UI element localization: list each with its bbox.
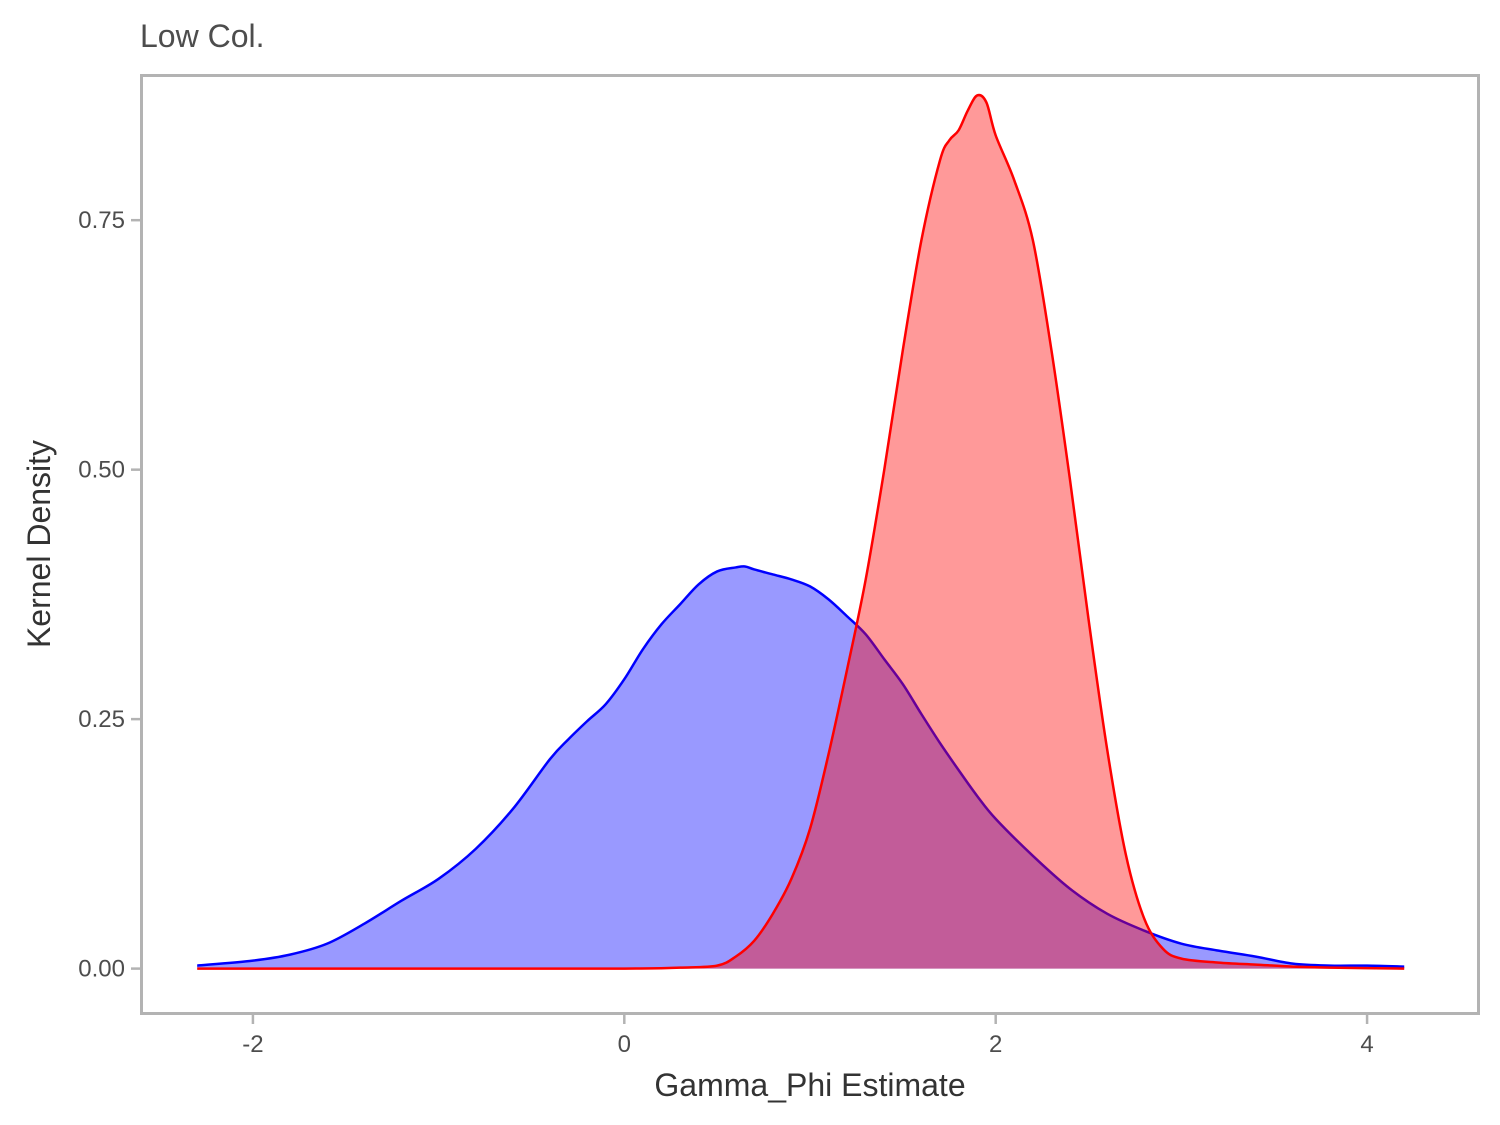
density-line-2 <box>197 93 1405 970</box>
y-axis-label: Kernel Density <box>21 440 57 648</box>
y-tick-label: 0.50 <box>78 457 125 484</box>
x-tick-label: 4 <box>1360 1031 1373 1058</box>
y-tick-label: 0.25 <box>78 706 125 733</box>
panel-border <box>140 74 1480 1015</box>
density-line-1 <box>197 565 1405 968</box>
y-tick-label: 0.00 <box>78 956 125 983</box>
x-tick-label: 2 <box>989 1031 1002 1058</box>
x-axis: -2 0 2 4 <box>242 1015 1374 1058</box>
density-area-1 <box>197 566 1405 969</box>
density-series-1 <box>197 565 1405 969</box>
x-axis-label: Gamma_Phi Estimate <box>654 1067 965 1103</box>
plot-area <box>197 93 1405 970</box>
y-axis: 0.00 0.25 0.50 0.75 <box>78 207 140 983</box>
x-tick-label: 0 <box>618 1031 631 1058</box>
density-area-2 <box>197 95 1405 969</box>
y-tick-label: 0.75 <box>78 207 125 234</box>
chart-title: Low Col. <box>140 18 265 54</box>
density-series-2 <box>197 93 1405 970</box>
x-tick-label: -2 <box>242 1031 263 1058</box>
